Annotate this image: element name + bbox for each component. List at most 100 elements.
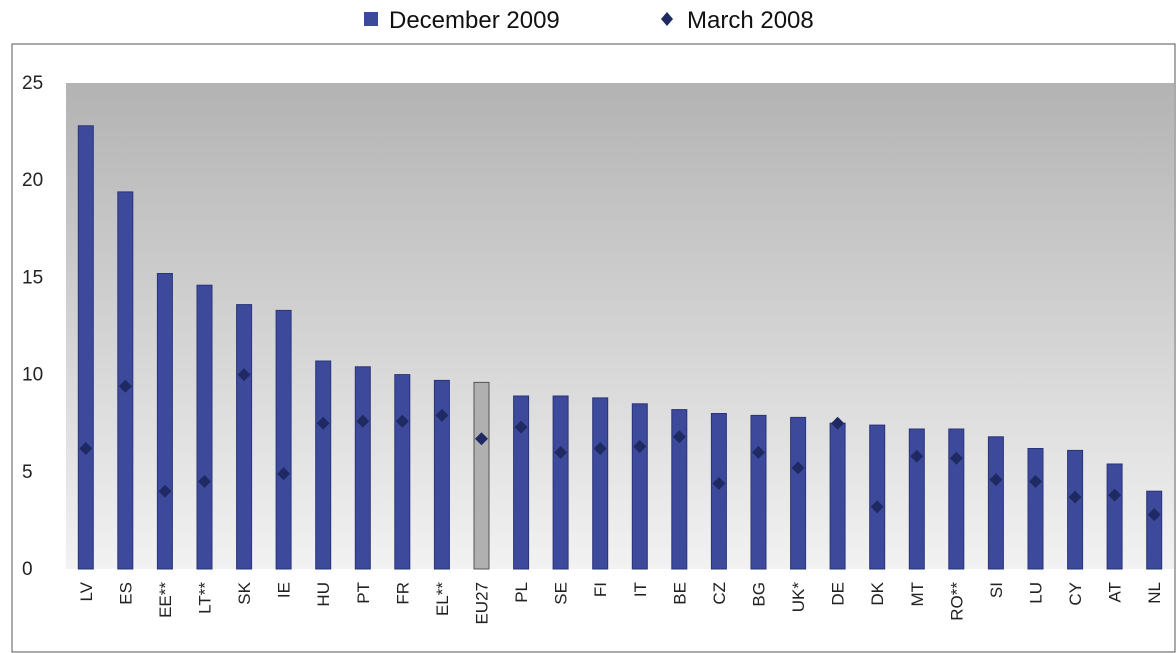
x-tick-label: IT (631, 582, 650, 597)
x-tick-label: FI (591, 582, 610, 597)
bar-si (987, 436, 1004, 570)
bar-dk (869, 424, 886, 570)
bar-lt (196, 284, 213, 570)
bar-pl (513, 395, 530, 570)
x-tick-label: LV (77, 581, 96, 601)
y-tick-label: 25 (22, 73, 43, 94)
x-tick-label: CY (1066, 582, 1085, 606)
bar-se (552, 395, 569, 570)
x-tick-label: PT (354, 582, 373, 604)
x-tick-label: SI (987, 582, 1006, 598)
bar-el (433, 379, 450, 570)
bar-cz (710, 413, 727, 570)
marker-eu27 (475, 432, 488, 446)
y-axis: 0 5 10 15 20 25 (22, 73, 43, 580)
marker-ie (277, 467, 291, 481)
legend-label-december-2009: December 2009 (389, 7, 560, 34)
legend-marker-march-2008 (661, 12, 673, 26)
marker-uk (791, 461, 805, 475)
marker-si (989, 473, 1003, 487)
x-tick-label: PL (512, 582, 531, 603)
x-tick-label: ES (116, 582, 135, 605)
bar-bg (750, 414, 767, 570)
plot-area (66, 83, 1174, 569)
marker-dk (870, 500, 884, 514)
bar-nl (1146, 490, 1163, 570)
bar-series (77, 125, 1163, 570)
x-tick-label: DE (829, 582, 848, 606)
x-tick-label: NL (1145, 582, 1164, 604)
x-tick-label: DK (868, 581, 887, 605)
x-tick-label: SE (552, 582, 571, 605)
bar-it (631, 403, 648, 570)
legend-label-march-2008: March 2008 (687, 7, 814, 34)
marker-bg (752, 445, 765, 459)
x-tick-label: HU (314, 582, 333, 607)
x-tick-label: LU (1027, 582, 1046, 604)
x-tick-label: LT** (196, 582, 215, 614)
bar-ee (156, 273, 173, 570)
marker-fr (395, 414, 409, 428)
marker-lu (1029, 475, 1042, 489)
bar-at (1106, 463, 1123, 570)
x-tick-label: BG (750, 582, 769, 607)
marker-cy (1068, 490, 1082, 504)
x-tick-label: EE** (156, 582, 175, 618)
legend: December 2009 March 2008 (364, 7, 814, 34)
x-tick-label: UK* (789, 582, 808, 613)
marker-hu (316, 416, 330, 430)
bar-uk (790, 416, 807, 570)
marker-se (554, 445, 568, 459)
bar-hu (315, 360, 332, 570)
bar-lu (1027, 448, 1044, 570)
marker-it (633, 440, 647, 454)
x-tick-label: CZ (710, 582, 729, 605)
y-tick-label: 15 (22, 267, 43, 288)
x-tick-label: RO** (947, 582, 966, 621)
marker-sk (237, 368, 251, 382)
legend-swatch-december-2009 (364, 12, 378, 26)
bar-lv (77, 125, 94, 570)
y-tick-label: 20 (22, 170, 43, 191)
x-tick-label: SK (235, 581, 254, 604)
bar-ie (275, 309, 292, 570)
y-tick-label: 10 (22, 365, 43, 386)
bar-fr (394, 374, 411, 570)
bar-de (829, 422, 846, 570)
x-tick-label: AT (1106, 582, 1125, 602)
marker-series (79, 368, 1161, 522)
y-tick-label: 0 (22, 559, 33, 580)
x-tick-label: EL** (433, 582, 452, 616)
x-tick-label: IE (275, 582, 294, 598)
x-tick-label: EU27 (473, 582, 492, 625)
marker-nl (1147, 508, 1161, 522)
marker-pl (514, 420, 528, 434)
marker-pt (356, 414, 370, 428)
bar-eu27 (473, 381, 490, 570)
marker-cz (712, 476, 726, 490)
marker-lt (198, 475, 211, 489)
marker-el (435, 408, 449, 422)
marker-es (118, 379, 132, 393)
marker-at (1108, 488, 1122, 502)
marker-mt (910, 449, 924, 463)
marker-ee (158, 484, 172, 498)
x-axis: LV ES EE** LT** SK IE HU PT FR EL** EU27 PL SE FI IT BE… (77, 581, 1164, 624)
marker-de (831, 416, 845, 430)
bar-sk (236, 304, 253, 570)
x-tick-label: BE (670, 582, 689, 605)
bar-ro (948, 428, 965, 570)
marker-ro (949, 451, 963, 465)
bar-cy (1067, 449, 1084, 570)
bar-pt (354, 366, 371, 570)
bar-mt (908, 428, 925, 570)
marker-lv (79, 441, 93, 455)
bar-be (671, 409, 688, 570)
bar-fi (592, 397, 609, 570)
x-tick-label: MT (908, 582, 927, 607)
x-tick-label: FR (393, 582, 412, 605)
y-tick-label: 5 (22, 462, 33, 483)
marker-fi (593, 441, 607, 455)
marker-be (672, 430, 686, 444)
